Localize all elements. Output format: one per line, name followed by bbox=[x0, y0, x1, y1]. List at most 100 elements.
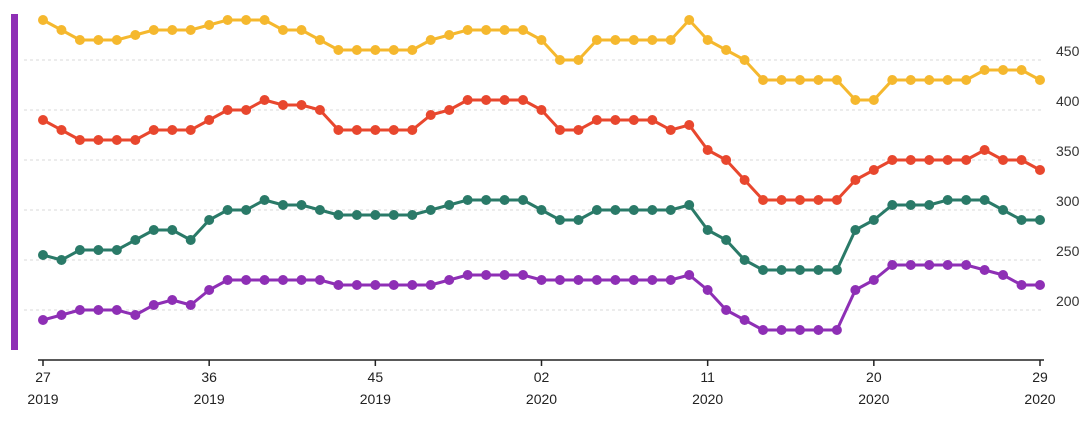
data-point bbox=[665, 125, 676, 135]
y-tick-label: 450 bbox=[1056, 43, 1080, 59]
data-point bbox=[702, 35, 713, 45]
x-tick-label-year: 2020 bbox=[858, 391, 889, 407]
series-1 bbox=[38, 95, 1045, 205]
data-point bbox=[185, 235, 196, 245]
data-point bbox=[961, 195, 972, 205]
data-point bbox=[961, 155, 972, 165]
data-point bbox=[111, 135, 122, 145]
data-point bbox=[776, 195, 787, 205]
data-point bbox=[499, 270, 510, 280]
y-tick-label: 300 bbox=[1056, 193, 1080, 209]
data-point bbox=[831, 195, 842, 205]
x-tick-label-week: 36 bbox=[201, 369, 217, 385]
data-point bbox=[388, 280, 399, 290]
data-point bbox=[1035, 215, 1045, 225]
data-point bbox=[204, 215, 215, 225]
data-point bbox=[684, 270, 695, 280]
data-point bbox=[407, 210, 418, 220]
data-point bbox=[148, 25, 159, 35]
data-point bbox=[296, 275, 307, 285]
data-point bbox=[296, 100, 307, 110]
data-point bbox=[887, 75, 898, 85]
data-point bbox=[56, 25, 67, 35]
data-point bbox=[647, 275, 658, 285]
data-point bbox=[74, 245, 85, 255]
x-tick-label-week: 29 bbox=[1032, 369, 1048, 385]
x-tick-label-week: 20 bbox=[866, 369, 882, 385]
data-point bbox=[314, 105, 325, 115]
data-point bbox=[333, 125, 344, 135]
data-point bbox=[296, 25, 307, 35]
data-point bbox=[924, 75, 935, 85]
data-point bbox=[167, 25, 178, 35]
data-point bbox=[56, 125, 67, 135]
data-point bbox=[481, 25, 492, 35]
data-point bbox=[961, 75, 972, 85]
data-point bbox=[665, 275, 676, 285]
data-point bbox=[130, 235, 141, 245]
data-point bbox=[38, 250, 48, 260]
data-point bbox=[591, 115, 602, 125]
data-point bbox=[905, 155, 916, 165]
data-point bbox=[831, 325, 842, 335]
data-point bbox=[591, 205, 602, 215]
data-point bbox=[665, 35, 676, 45]
x-tick-label-year: 2019 bbox=[194, 391, 225, 407]
data-point bbox=[407, 45, 418, 55]
data-point bbox=[998, 270, 1009, 280]
data-point bbox=[351, 280, 362, 290]
data-point bbox=[591, 275, 602, 285]
data-point bbox=[813, 195, 824, 205]
data-point bbox=[905, 200, 916, 210]
data-point bbox=[610, 205, 621, 215]
data-point bbox=[462, 270, 473, 280]
data-point bbox=[130, 30, 141, 40]
data-point bbox=[758, 265, 769, 275]
data-point bbox=[554, 215, 565, 225]
data-point bbox=[314, 205, 325, 215]
data-point bbox=[998, 205, 1009, 215]
data-point bbox=[444, 275, 455, 285]
data-point bbox=[573, 55, 584, 65]
data-point bbox=[222, 15, 233, 25]
data-point bbox=[407, 280, 418, 290]
data-point bbox=[868, 165, 879, 175]
data-point bbox=[573, 275, 584, 285]
data-point bbox=[388, 125, 399, 135]
data-point bbox=[536, 275, 547, 285]
x-tick-label-week: 11 bbox=[700, 369, 715, 385]
data-point bbox=[776, 265, 787, 275]
data-point bbox=[924, 200, 935, 210]
data-point bbox=[665, 205, 676, 215]
data-point bbox=[93, 305, 104, 315]
series-0 bbox=[38, 15, 1045, 105]
data-point bbox=[831, 75, 842, 85]
y-tick-label: 400 bbox=[1056, 93, 1080, 109]
data-point bbox=[1016, 65, 1027, 75]
data-point bbox=[794, 195, 805, 205]
data-point bbox=[721, 155, 732, 165]
data-point bbox=[554, 125, 565, 135]
data-point bbox=[425, 205, 436, 215]
data-point bbox=[647, 115, 658, 125]
data-point bbox=[462, 195, 473, 205]
data-point bbox=[185, 25, 196, 35]
x-tick-label-week: 27 bbox=[35, 369, 51, 385]
data-point bbox=[222, 105, 233, 115]
data-point bbox=[499, 195, 510, 205]
data-point bbox=[813, 265, 824, 275]
data-point bbox=[758, 325, 769, 335]
data-point bbox=[628, 35, 639, 45]
data-point bbox=[425, 35, 436, 45]
x-tick-label-year: 2020 bbox=[1024, 391, 1055, 407]
data-point bbox=[351, 210, 362, 220]
data-point bbox=[278, 200, 289, 210]
data-point bbox=[278, 275, 289, 285]
data-point bbox=[518, 270, 529, 280]
data-point bbox=[942, 75, 953, 85]
data-point bbox=[979, 265, 990, 275]
data-point bbox=[868, 215, 879, 225]
data-point bbox=[536, 35, 547, 45]
data-point bbox=[148, 125, 159, 135]
series-layer bbox=[38, 15, 1045, 335]
